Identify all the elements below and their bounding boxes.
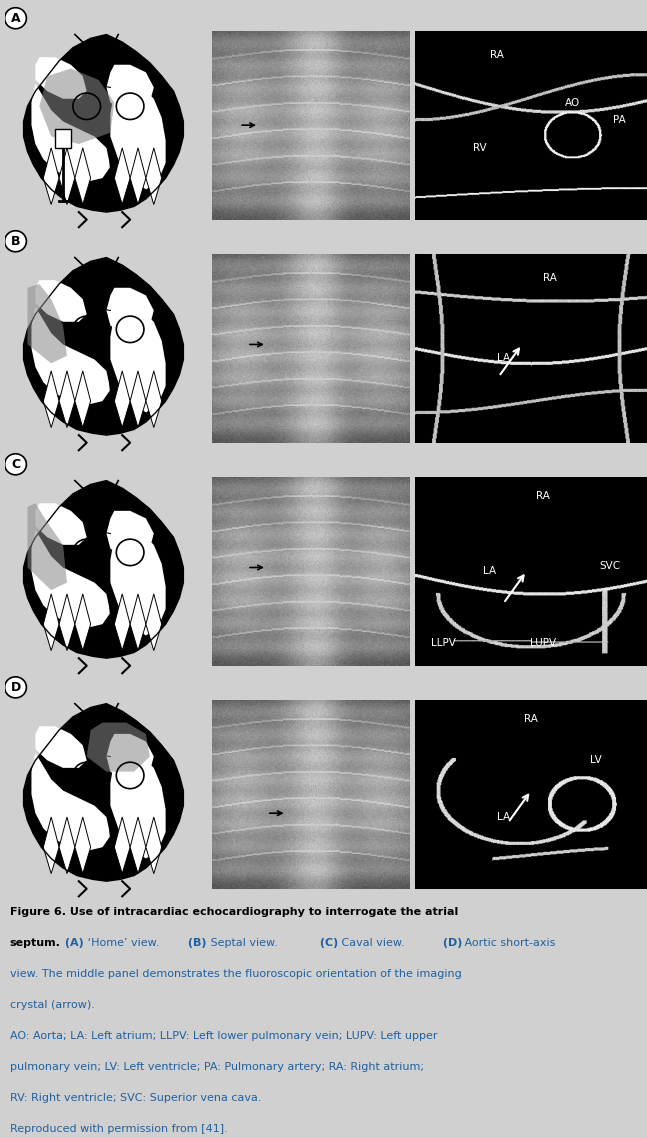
Text: PA: PA [613, 115, 626, 124]
Text: (C): (C) [316, 939, 338, 948]
Polygon shape [106, 511, 154, 556]
Polygon shape [43, 817, 59, 874]
Text: LUPV: LUPV [530, 638, 556, 648]
Polygon shape [87, 723, 150, 772]
Text: RV: Right ventricle; SVC: Superior vena cava.: RV: Right ventricle; SVC: Superior vena … [10, 1092, 261, 1103]
Polygon shape [23, 480, 183, 658]
Polygon shape [39, 68, 115, 145]
Polygon shape [75, 817, 91, 874]
Text: (A): (A) [61, 939, 84, 948]
Bar [55, 129, 71, 148]
Polygon shape [111, 83, 166, 189]
Polygon shape [146, 148, 162, 205]
Polygon shape [111, 529, 166, 635]
Text: (B): (B) [184, 939, 207, 948]
Polygon shape [75, 371, 91, 428]
Text: Septal view.: Septal view. [207, 939, 278, 948]
Polygon shape [115, 817, 130, 874]
Polygon shape [59, 371, 75, 428]
Polygon shape [146, 371, 162, 428]
Text: Aortic short-axis: Aortic short-axis [461, 939, 555, 948]
Text: Reproduced with permission from [41].: Reproduced with permission from [41]. [10, 1124, 228, 1133]
Polygon shape [27, 503, 67, 591]
Polygon shape [36, 503, 87, 545]
Text: AO: AO [565, 98, 580, 107]
Polygon shape [23, 703, 183, 881]
Polygon shape [23, 34, 183, 212]
Polygon shape [36, 280, 87, 322]
Text: (D): (D) [439, 939, 462, 948]
Polygon shape [111, 752, 166, 858]
Polygon shape [23, 257, 183, 435]
Polygon shape [115, 148, 130, 205]
Polygon shape [130, 594, 146, 651]
Text: LA: LA [497, 813, 510, 822]
Text: crystal (arrow).: crystal (arrow). [10, 1000, 94, 1011]
Polygon shape [36, 57, 87, 99]
Polygon shape [43, 371, 59, 428]
Text: RA: RA [536, 490, 550, 501]
Polygon shape [36, 726, 87, 768]
Circle shape [5, 8, 27, 28]
Polygon shape [130, 148, 146, 205]
Text: Caval view.: Caval view. [338, 939, 404, 948]
Polygon shape [115, 371, 130, 428]
Text: RA: RA [543, 273, 556, 283]
Text: AO: Aorta; LA: Left atrium; LLPV: Left lower pulmonary vein; LUPV: Left upper: AO: Aorta; LA: Left atrium; LLPV: Left l… [10, 1031, 437, 1041]
Text: SVC: SVC [599, 561, 620, 570]
Text: LV: LV [590, 756, 602, 766]
Text: LA: LA [497, 353, 510, 363]
Text: D: D [10, 681, 21, 694]
Polygon shape [59, 594, 75, 651]
Polygon shape [106, 65, 154, 110]
Polygon shape [146, 817, 162, 874]
Polygon shape [111, 306, 166, 412]
Polygon shape [32, 306, 111, 405]
Polygon shape [106, 734, 154, 780]
Text: view. The middle panel demonstrates the fluoroscopic orientation of the imaging: view. The middle panel demonstrates the … [10, 970, 461, 979]
Polygon shape [115, 594, 130, 651]
Polygon shape [130, 817, 146, 874]
Text: RV: RV [474, 143, 487, 152]
Polygon shape [32, 83, 111, 182]
Text: RA: RA [524, 714, 538, 724]
Polygon shape [75, 594, 91, 651]
Polygon shape [59, 817, 75, 874]
Text: RA: RA [490, 50, 503, 60]
Circle shape [5, 454, 27, 475]
Text: LLPV: LLPV [431, 638, 455, 648]
Circle shape [5, 677, 27, 698]
Text: septum.: septum. [10, 939, 61, 948]
Polygon shape [43, 148, 59, 205]
Polygon shape [27, 284, 67, 363]
Text: LA: LA [483, 567, 496, 576]
Polygon shape [59, 148, 75, 205]
Circle shape [5, 231, 27, 251]
Text: pulmonary vein; LV: Left ventricle; PA: Pulmonary artery; RA: Right atrium;: pulmonary vein; LV: Left ventricle; PA: … [10, 1062, 424, 1072]
Text: B: B [11, 234, 20, 248]
Text: C: C [11, 457, 20, 471]
Text: A: A [11, 11, 20, 25]
Text: ‘Home’ view.: ‘Home’ view. [84, 939, 159, 948]
Text: Figure 6. Use of intracardiac echocardiography to interrogate the atrial: Figure 6. Use of intracardiac echocardio… [10, 907, 458, 917]
Polygon shape [43, 594, 59, 651]
Polygon shape [130, 371, 146, 428]
Polygon shape [32, 529, 111, 628]
Polygon shape [75, 148, 91, 205]
Polygon shape [146, 594, 162, 651]
Polygon shape [106, 288, 154, 333]
Polygon shape [32, 752, 111, 851]
